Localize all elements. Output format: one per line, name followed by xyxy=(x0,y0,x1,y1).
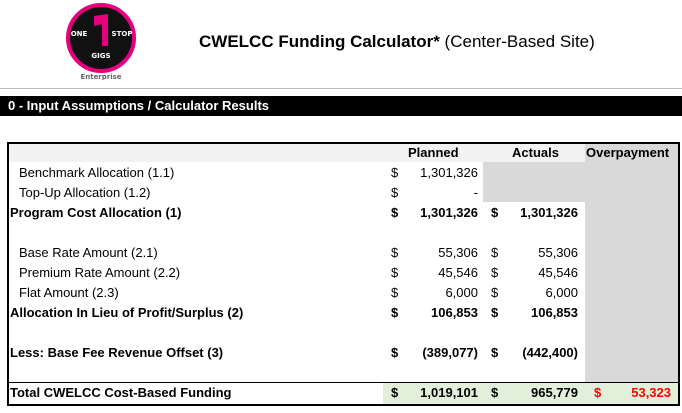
page-title: CWELCC Funding Calculator* (Center-Based… xyxy=(199,32,595,51)
currency-symbol: $ xyxy=(391,165,399,180)
actuals-value: 1,301,326 xyxy=(520,205,578,220)
planned-value: 6,000 xyxy=(445,285,478,300)
section-header: 0 - Input Assumptions / Calculator Resul… xyxy=(0,96,682,116)
divider xyxy=(0,88,682,89)
planned-value: - xyxy=(473,185,478,200)
currency-symbol: $ xyxy=(391,185,399,200)
planned-value: 1,301,326 xyxy=(420,165,478,180)
currency-symbol: $ xyxy=(594,385,602,400)
row-label: Less: Base Fee Revenue Offset (3) xyxy=(10,345,224,360)
currency-symbol: $ xyxy=(391,245,399,260)
currency-symbol: $ xyxy=(491,265,499,280)
currency-symbol: $ xyxy=(391,305,399,320)
one-stop-gigs-logo: ONE STOP GIGS Enterprise xyxy=(66,3,136,80)
total-highlight xyxy=(383,383,678,404)
actuals-value: 106,853 xyxy=(531,305,578,320)
overpayment-disabled-cells xyxy=(585,144,678,382)
svg-text:ONE: ONE xyxy=(71,30,88,38)
row-label: Premium Rate Amount (2.2) xyxy=(19,265,181,280)
actuals-value: 55,306 xyxy=(538,245,578,260)
svg-text:GIGS: GIGS xyxy=(91,52,110,60)
planned-value: 45,546 xyxy=(438,265,478,280)
planned-value: 106,853 xyxy=(431,305,478,320)
total-overpayment: 53,323 xyxy=(631,385,671,400)
total-label: Total CWELCC Cost-Based Funding xyxy=(10,385,232,400)
svg-text:Enterprise: Enterprise xyxy=(80,73,121,80)
results-table xyxy=(7,142,680,406)
row-label: Flat Amount (2.3) xyxy=(19,285,119,300)
currency-symbol: $ xyxy=(391,265,399,280)
planned-value: 55,306 xyxy=(438,245,478,260)
planned-value: (389,077) xyxy=(422,345,478,360)
svg-text:STOP: STOP xyxy=(112,30,133,38)
row-label: Benchmark Allocation (1.1) xyxy=(19,165,175,180)
actuals-value: (442,400) xyxy=(522,345,578,360)
column-actuals: Actuals xyxy=(512,145,559,160)
currency-symbol: $ xyxy=(391,205,399,220)
row-label: Base Rate Amount (2.1) xyxy=(19,245,158,260)
row-label: Allocation In Lieu of Profit/Surplus (2) xyxy=(10,305,244,320)
planned-value: 1,301,326 xyxy=(420,205,478,220)
total-actuals: 965,779 xyxy=(531,385,578,400)
row-label: Program Cost Allocation (1) xyxy=(10,205,182,220)
total-divider xyxy=(9,382,678,383)
currency-symbol: $ xyxy=(491,285,499,300)
currency-symbol: $ xyxy=(491,245,499,260)
currency-symbol: $ xyxy=(391,385,399,400)
currency-symbol: $ xyxy=(491,305,499,320)
currency-symbol: $ xyxy=(491,345,499,360)
currency-symbol: $ xyxy=(491,385,499,400)
column-header-row xyxy=(9,144,678,162)
column-overpayment: Overpayment xyxy=(586,145,670,160)
column-planned: Planned xyxy=(408,145,459,160)
actuals-disabled-cells xyxy=(483,162,585,202)
currency-symbol: $ xyxy=(391,345,399,360)
total-planned: 1,019,101 xyxy=(420,385,478,400)
row-label: Top-Up Allocation (1.2) xyxy=(19,185,151,200)
actuals-value: 45,546 xyxy=(538,265,578,280)
currency-symbol: $ xyxy=(491,205,499,220)
currency-symbol: $ xyxy=(391,285,399,300)
actuals-value: 6,000 xyxy=(545,285,578,300)
